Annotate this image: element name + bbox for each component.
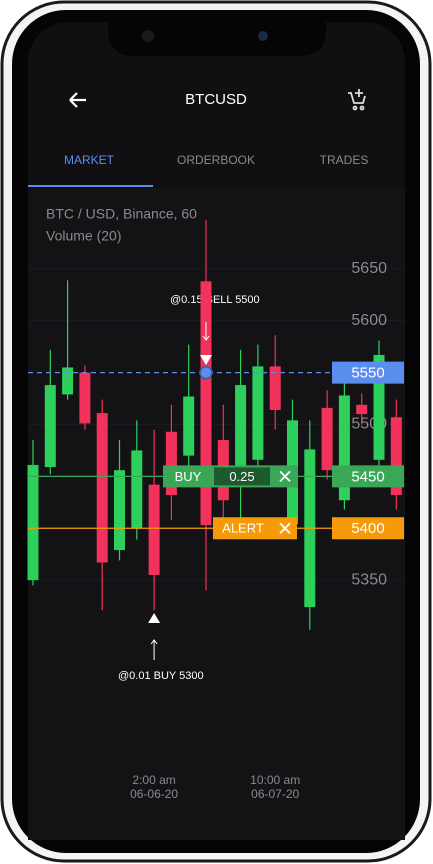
candle-body [62,367,74,395]
candle-body [183,396,195,456]
x-tick-label: 2:00 am 06-06-20 [130,773,179,801]
notch [108,22,326,56]
order-quantity: 0.25 [229,469,254,484]
tab[interactable]: ORDERBOOK [177,153,255,167]
tab-indicator [28,185,153,187]
x-tick-label: 10:00 am 06-07-20 [250,773,301,801]
order-cancel[interactable] [279,470,291,483]
alert-panel [213,517,297,540]
candle-body [27,464,39,581]
candle-body [356,404,368,415]
candle-body [131,450,143,529]
candle-body [96,413,108,563]
candle-body [148,484,160,575]
chart-legend: Volume (20) [46,228,121,244]
annotation: @0.15 SELL 5500 [170,294,260,306]
price-label-box [332,465,404,488]
sell-arrow [202,322,210,341]
price-label: 5550 [351,365,384,382]
candle-body [200,281,212,526]
annotation: @0.01 BUY 5300 [118,670,204,682]
chart-area [28,188,405,840]
order-quantity-box [214,467,270,486]
candle-body [114,470,125,551]
tab[interactable]: MARKET [64,153,115,167]
fill-dot [199,365,213,380]
candle-body [165,431,177,496]
candle-body [390,417,402,496]
alert-cancel[interactable] [279,522,291,534]
price-label-box [332,361,404,384]
buy-marker [148,613,161,623]
sensor [142,30,154,42]
buy-arrow [150,639,158,660]
y-tick-label: 5350 [351,571,387,588]
camera [258,31,268,41]
candle-body [44,385,56,468]
alert-label: ALERT [222,521,264,536]
tab[interactable]: TRADES [320,153,369,167]
y-tick-label: 5600 [351,312,387,329]
price-label: 5400 [351,520,384,537]
candle-body [252,366,264,460]
candle-body [321,407,333,471]
price-label-box [332,517,404,540]
cart-button[interactable] [348,89,366,111]
price-label: 5450 [351,468,384,485]
candle-body [235,385,247,476]
sell-marker [200,355,212,365]
candle-body [269,366,281,410]
candle-body [79,372,91,424]
back-button[interactable] [69,92,86,108]
candle-body [338,395,350,501]
chart-legend: BTC / USD, Binance, 60 [46,206,197,222]
screen-title: BTCUSD [185,91,247,108]
y-tick-label: 5650 [351,260,387,277]
candle-body [373,354,385,460]
order-side: BUY [175,469,202,484]
